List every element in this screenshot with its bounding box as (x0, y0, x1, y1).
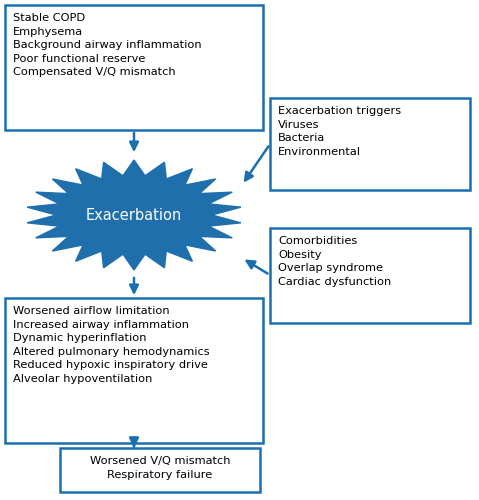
FancyBboxPatch shape (5, 5, 263, 130)
FancyBboxPatch shape (60, 448, 260, 492)
Polygon shape (27, 160, 241, 270)
FancyBboxPatch shape (270, 228, 470, 323)
Text: Stable COPD
Emphysema
Background airway inflammation
Poor functional reserve
Com: Stable COPD Emphysema Background airway … (13, 13, 202, 78)
Text: Comorbidities
Obesity
Overlap syndrome
Cardiac dysfunction: Comorbidities Obesity Overlap syndrome C… (278, 236, 391, 287)
FancyBboxPatch shape (270, 98, 470, 190)
Text: Worsened V/Q mismatch
Respiratory failure: Worsened V/Q mismatch Respiratory failur… (90, 456, 230, 479)
Text: Exacerbation: Exacerbation (86, 208, 182, 222)
FancyBboxPatch shape (5, 298, 263, 443)
Text: Exacerbation triggers
Viruses
Bacteria
Environmental: Exacerbation triggers Viruses Bacteria E… (278, 106, 401, 157)
Text: Worsened airflow limitation
Increased airway inflammation
Dynamic hyperinflation: Worsened airflow limitation Increased ai… (13, 306, 210, 384)
